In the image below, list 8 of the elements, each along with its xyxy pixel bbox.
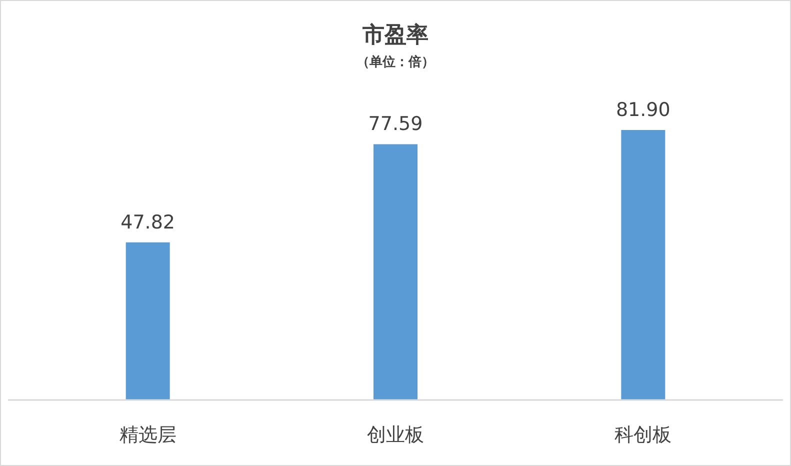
chart-title: 市盈率 — [362, 22, 428, 48]
x-tick-label: 精选层 — [119, 424, 176, 446]
data-label: 47.82 — [120, 211, 176, 234]
x-tick-label: 创业板 — [367, 424, 424, 446]
x-tick-label: 科创板 — [614, 424, 672, 446]
data-label: 77.59 — [368, 113, 423, 136]
chart-subtitle: （单位：倍） — [356, 54, 434, 70]
data-label: 81.90 — [616, 99, 670, 121]
